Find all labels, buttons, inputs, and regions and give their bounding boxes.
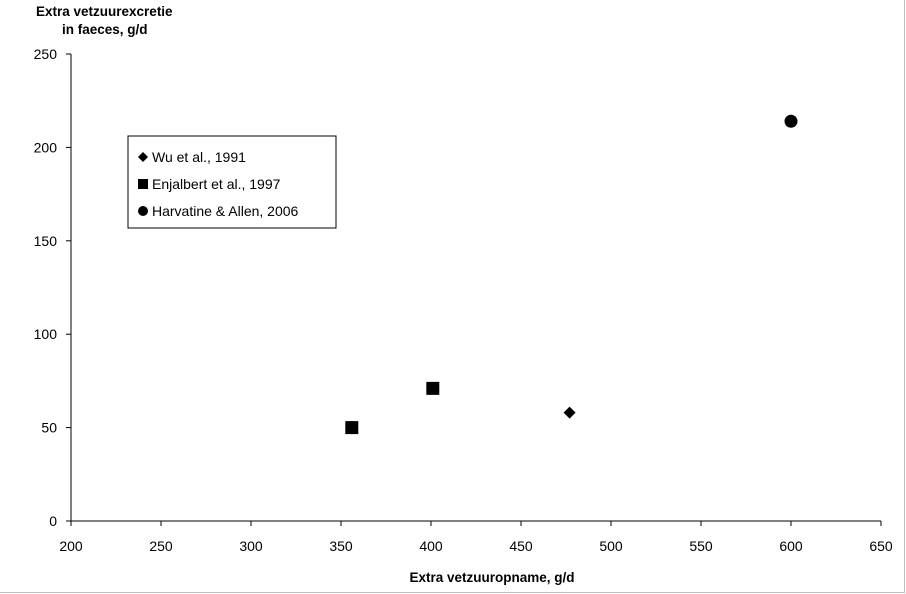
x-tick-label: 350 [329, 538, 353, 554]
legend-marker-square [138, 179, 148, 189]
axes [66, 53, 882, 526]
x-tick-label: 250 [149, 538, 173, 554]
x-tick-label: 650 [869, 538, 893, 554]
x-tick-label: 300 [239, 538, 263, 554]
y-axis-title-line2: in faeces, g/d [62, 22, 148, 37]
x-tick-label: 450 [509, 538, 533, 554]
data-point-square [345, 421, 359, 435]
x-tick-label: 600 [779, 538, 803, 554]
x-tick-label: 550 [689, 538, 713, 554]
legend-entry-label: Enjalbert et al., 1997 [152, 176, 281, 192]
legend-entry-label: Wu et al., 1991 [152, 149, 246, 165]
y-tick-label: 50 [41, 420, 57, 436]
x-tick-label: 500 [599, 538, 623, 554]
tick-labels: 200 250 300 350 400 450 500 550 600 650 0 50 100 150 2… [34, 46, 893, 554]
legend: Wu et al., 1991 Enjalbert et al., 1997 Har… [127, 135, 337, 229]
data-point-circle [784, 114, 798, 128]
y-tick-label: 0 [49, 513, 57, 529]
legend-entry-label: Harvatine & Allen, 2006 [152, 203, 299, 219]
legend-box [127, 135, 337, 229]
x-tick-label: 400 [419, 538, 443, 554]
y-tick-label: 150 [34, 233, 58, 249]
y-tick-label: 200 [34, 139, 58, 155]
data-point-diamond [563, 406, 576, 419]
legend-marker-diamond [138, 152, 148, 162]
y-axis-title-line1: Extra vetzuurexcretie [36, 4, 173, 19]
y-tick-label: 100 [34, 326, 58, 342]
legend-marker-circle [138, 206, 148, 216]
data-point-square [426, 381, 440, 395]
y-tick-label: 250 [34, 46, 58, 62]
x-axis-title: Extra vetzuuropname, g/d [409, 570, 574, 585]
data-points [345, 114, 798, 435]
x-tick-label: 200 [59, 538, 83, 554]
